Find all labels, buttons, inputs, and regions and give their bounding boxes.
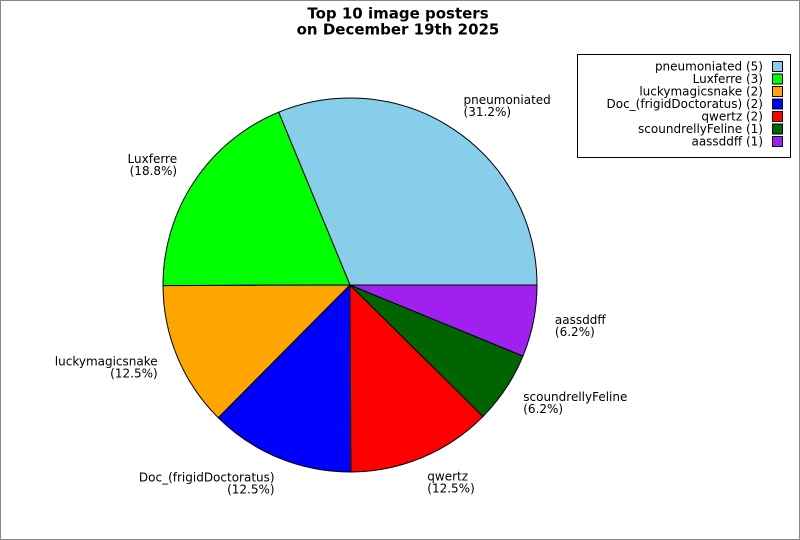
pie-slice bbox=[277, 97, 538, 286]
slice-label: qwertz bbox=[427, 470, 468, 484]
pie-slice bbox=[162, 111, 351, 287]
chart-title: Top 10 image posters bbox=[307, 5, 488, 23]
legend-swatch bbox=[772, 61, 783, 72]
legend-swatch bbox=[772, 73, 783, 85]
slice-value-label: (6.2%) bbox=[555, 325, 595, 339]
legend-label: scoundrellyFeline (1) bbox=[638, 122, 763, 136]
slice-label: luckymagicsnake bbox=[55, 354, 158, 368]
legend-label: Luxferre (3) bbox=[693, 72, 763, 86]
slice-label: aassddff bbox=[555, 313, 606, 327]
legend-label: aassddff (1) bbox=[691, 135, 763, 149]
slice-value-label: (12.5%) bbox=[427, 482, 474, 496]
pie-slice bbox=[217, 283, 352, 473]
slice-value-label: (12.5%) bbox=[110, 366, 157, 380]
legend-label: pneumoniated (5) bbox=[655, 60, 763, 74]
legend-swatch bbox=[772, 111, 783, 122]
pie-slice bbox=[162, 284, 352, 419]
legend-swatch bbox=[772, 123, 783, 135]
slice-value-label: (12.5%) bbox=[227, 482, 274, 496]
legend-swatch bbox=[772, 136, 783, 147]
pie-slice bbox=[349, 283, 484, 473]
legend-label: Doc_(frigidDoctoratus) (2) bbox=[607, 97, 764, 111]
slice-value-label: (18.8%) bbox=[130, 164, 177, 178]
legend-swatch bbox=[772, 86, 783, 97]
slice-value-label: (6.2%) bbox=[523, 402, 563, 416]
legend-label: luckymagicsnake (2) bbox=[639, 85, 763, 99]
legend-box bbox=[577, 54, 791, 158]
slice-label: pneumoniated bbox=[464, 93, 551, 107]
pie-slice bbox=[349, 284, 538, 357]
legend-swatch bbox=[772, 98, 783, 110]
slice-label: scoundrellyFeline bbox=[523, 390, 627, 404]
chart-subtitle: on December 19th 2025 bbox=[297, 21, 500, 39]
slice-label: Doc_(frigidDoctoratus) bbox=[139, 470, 275, 484]
legend-label: qwertz (2) bbox=[701, 110, 763, 124]
slice-value-label: (31.2%) bbox=[464, 105, 511, 119]
slice-label: Luxferre bbox=[128, 152, 178, 166]
